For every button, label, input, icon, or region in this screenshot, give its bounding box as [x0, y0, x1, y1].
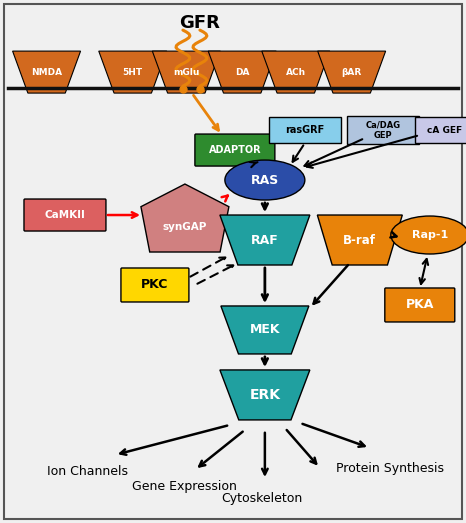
FancyBboxPatch shape	[385, 288, 455, 322]
Text: B-raf: B-raf	[343, 233, 377, 246]
Text: GFR: GFR	[179, 14, 220, 32]
Text: synGAP: synGAP	[163, 222, 207, 232]
Polygon shape	[262, 51, 330, 93]
Text: βAR: βAR	[342, 67, 362, 76]
Text: mGlu: mGlu	[173, 67, 199, 76]
Bar	[269, 117, 341, 143]
Text: Ca/DAG
GEP: Ca/DAG GEP	[365, 120, 400, 140]
Ellipse shape	[391, 216, 466, 254]
Text: NMDA: NMDA	[31, 67, 62, 76]
Polygon shape	[99, 51, 167, 93]
Text: CaMKII: CaMKII	[45, 210, 85, 220]
Polygon shape	[318, 51, 386, 93]
Text: RAF: RAF	[251, 233, 279, 246]
Text: PKC: PKC	[141, 278, 169, 291]
Bar	[415, 117, 466, 143]
Text: Rap-1: Rap-1	[411, 230, 448, 240]
Text: ACh: ACh	[286, 67, 306, 76]
Polygon shape	[220, 215, 310, 265]
FancyBboxPatch shape	[195, 134, 275, 166]
Polygon shape	[208, 51, 276, 93]
Text: Ion Channels: Ion Channels	[48, 465, 129, 478]
Polygon shape	[152, 51, 220, 93]
Text: rasGRF: rasGRF	[285, 125, 324, 135]
FancyBboxPatch shape	[24, 199, 106, 231]
Polygon shape	[220, 370, 310, 420]
Text: 5HT: 5HT	[123, 67, 143, 76]
Text: ERK: ERK	[249, 388, 281, 402]
Polygon shape	[221, 306, 309, 354]
Polygon shape	[141, 184, 229, 252]
Text: ADAPTOR: ADAPTOR	[209, 145, 261, 155]
Text: DA: DA	[235, 67, 249, 76]
Bar	[347, 116, 419, 144]
FancyBboxPatch shape	[121, 268, 189, 302]
Ellipse shape	[225, 160, 305, 200]
Text: Cytoskeleton: Cytoskeleton	[221, 492, 302, 505]
Text: PKA: PKA	[405, 299, 434, 312]
Text: RAS: RAS	[251, 174, 279, 187]
Text: Gene Expression: Gene Expression	[132, 480, 237, 493]
Text: MEK: MEK	[250, 323, 280, 336]
Polygon shape	[13, 51, 81, 93]
Text: cA GEF: cA GEF	[427, 126, 462, 134]
Polygon shape	[317, 215, 402, 265]
Text: Protein Synthesis: Protein Synthesis	[336, 462, 444, 475]
